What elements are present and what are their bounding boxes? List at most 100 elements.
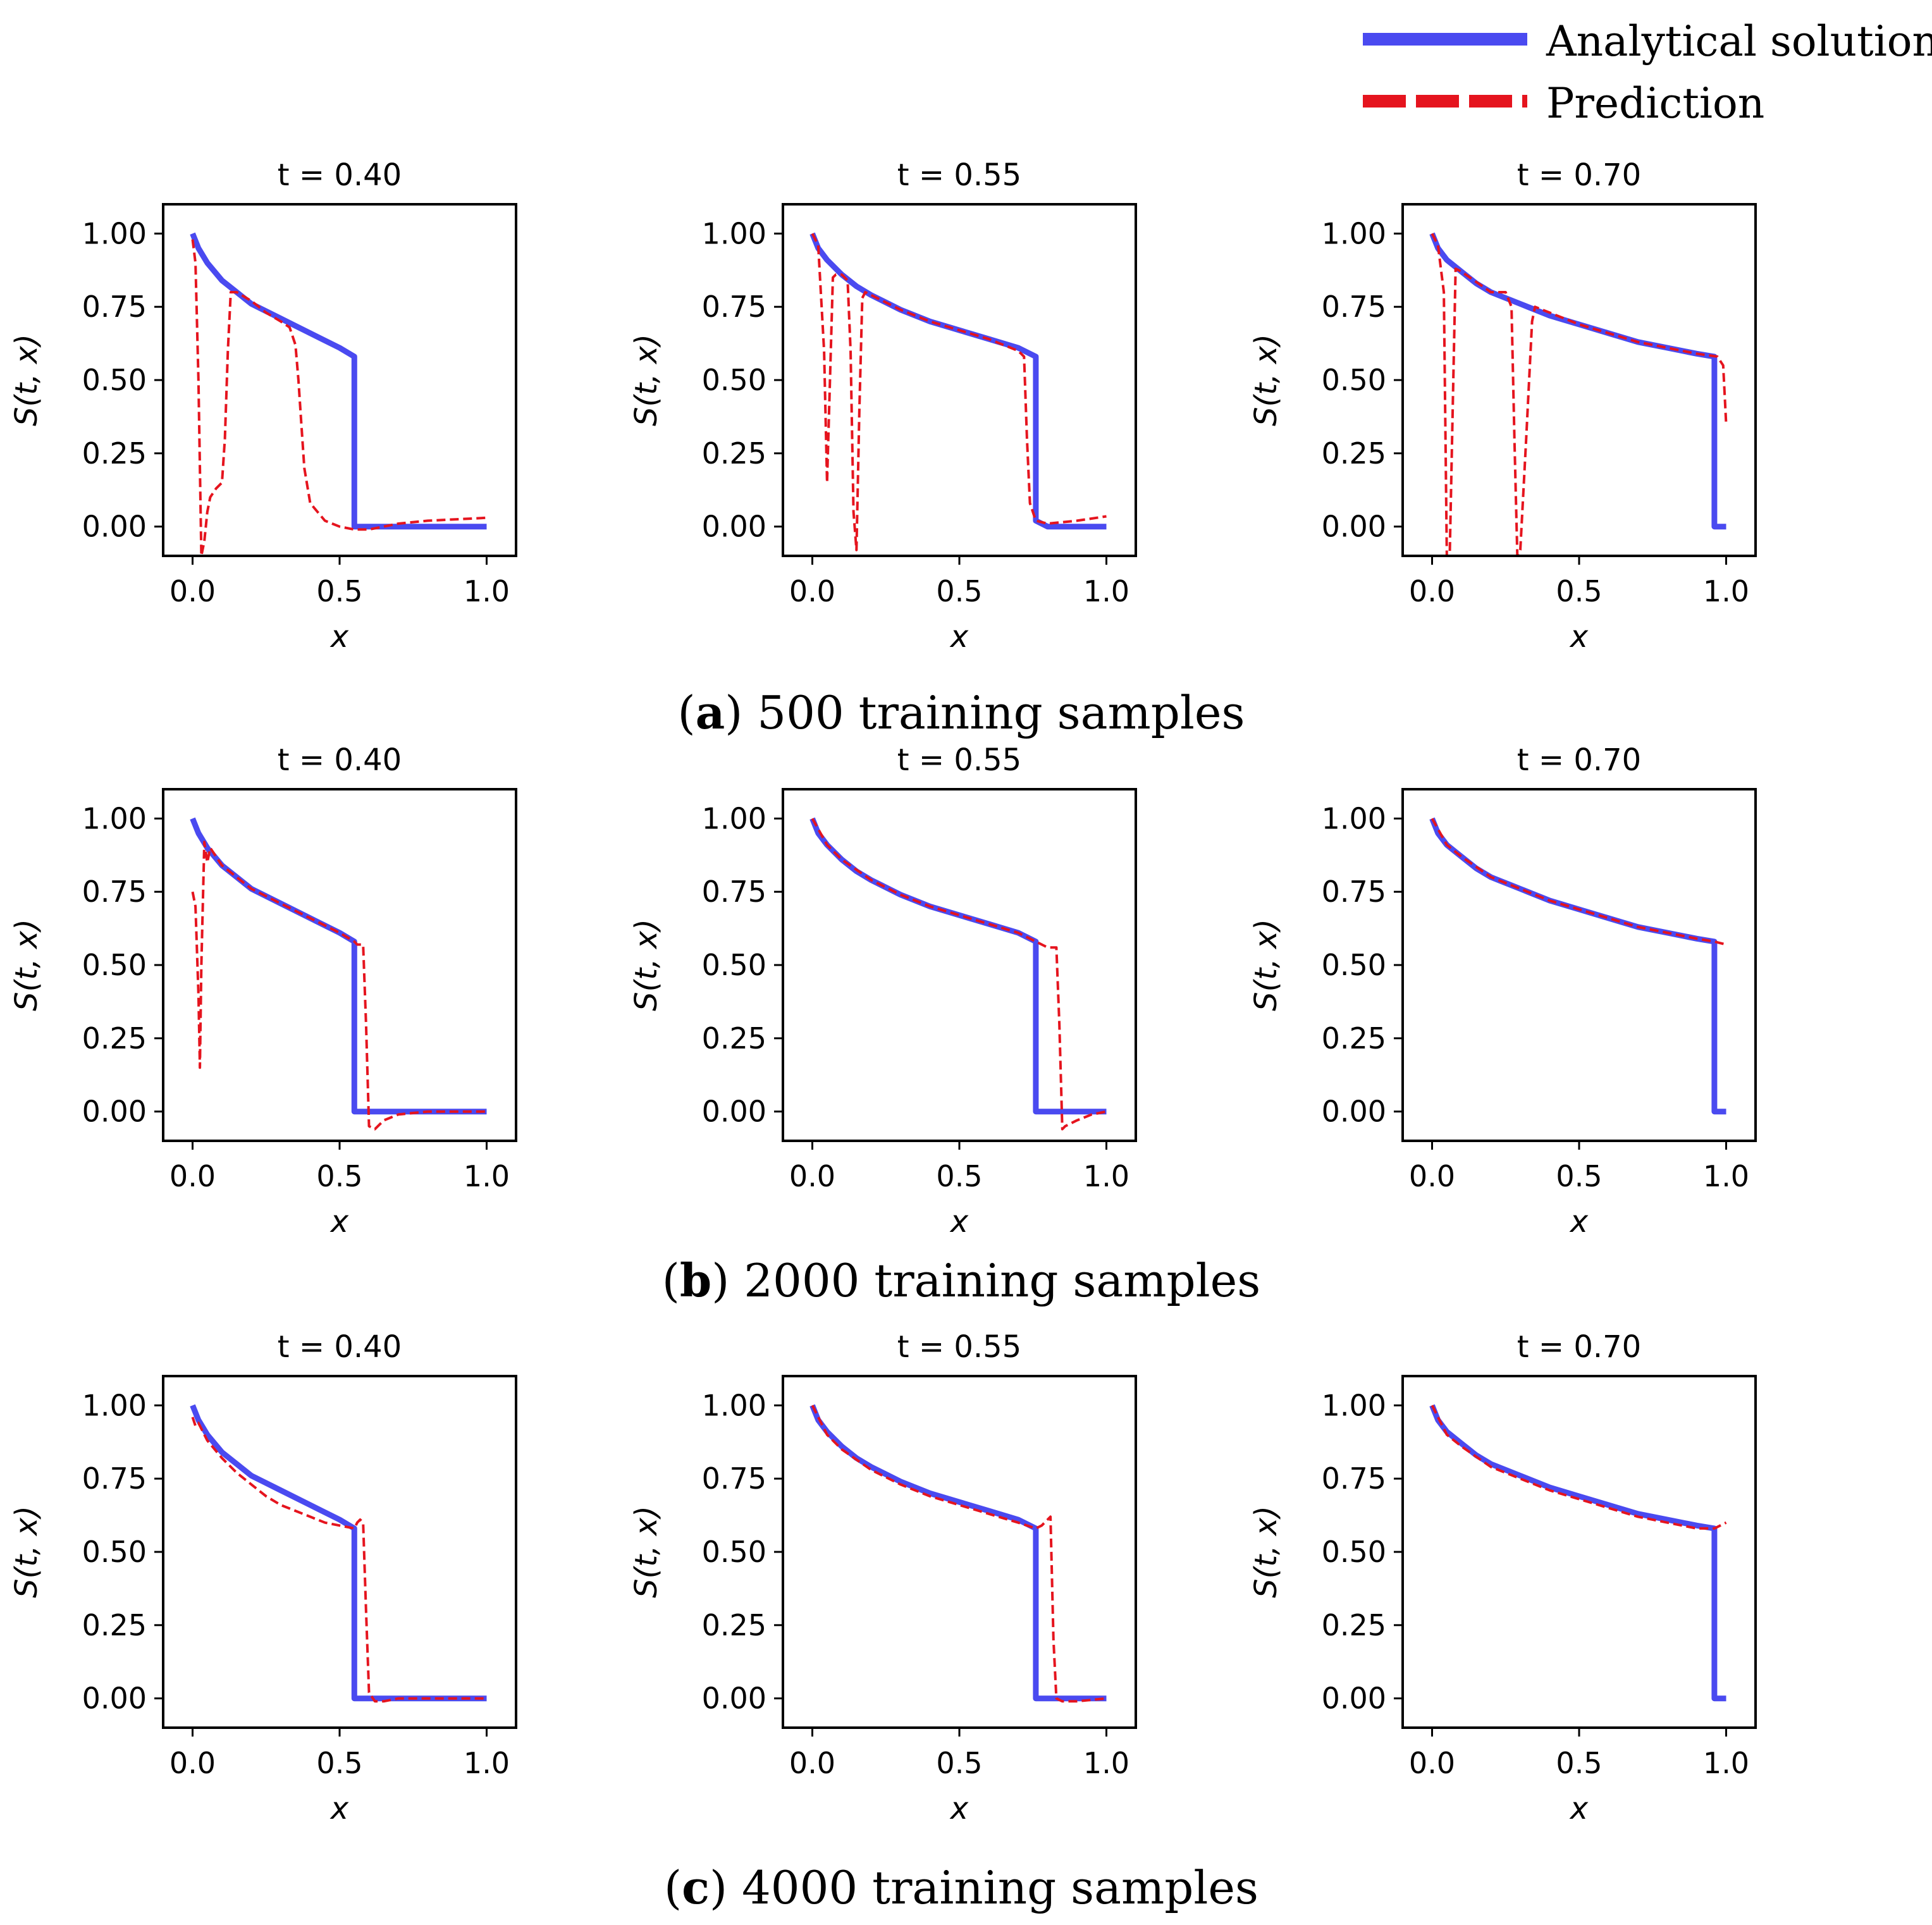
x-tick-label: 1.0 [1703,1159,1749,1193]
x-tick-label: 1.0 [1703,1746,1749,1780]
panel-r1-c2: t = 0.70 0.0 0.5 1.0 0.00 0.25 0.50 0.75 1.00 x S(… [1248,742,1757,1239]
analytical-line [809,1404,1107,1702]
x-tick-label: 1.0 [464,1159,510,1193]
panel-r0-c2: t = 0.70 0.0 0.5 1.0 0.00 0.25 0.50 0.75 1.00 x S(… [1248,157,1757,655]
x-tick-label: 0.5 [936,574,982,608]
x-tick-label: 0.5 [936,1746,982,1780]
plot-frame [782,203,1137,557]
panel-r1-c0: t = 0.40 0.0 0.5 1.0 0.00 0.25 0.50 0.75 1.00 x S(… [9,742,517,1239]
y-tick-label: 1.00 [1322,1388,1386,1422]
panel-r0-c1: t = 0.55 0.0 0.5 1.0 0.00 0.25 0.50 0.75 1.00 x S(… [629,157,1137,655]
x-axis-label: x [329,619,349,655]
y-tick-label: 1.00 [82,216,147,250]
analytical-line [190,817,487,1115]
x-tick-label: 0.5 [1556,1746,1602,1780]
y-tick-label: 1.00 [1322,216,1386,250]
y-tick-label: 0.25 [82,1021,147,1055]
y-axis-label: S(t, x) [9,334,44,426]
y-axis-label: S(t, x) [1248,334,1284,426]
x-tick-label: 0.0 [1409,574,1455,608]
plot-frame [1401,1375,1757,1729]
caption-c-text: 4000 training samples [742,1861,1258,1914]
plot-frame [782,1375,1137,1729]
y-tick-label: 0.25 [82,1608,147,1642]
x-axis-label: x [329,1204,349,1239]
y-tick-label: 0.50 [702,363,766,397]
x-tick-label: 1.0 [1703,574,1749,608]
y-tick-label: 1.00 [702,801,766,835]
plot-frame [162,788,517,1142]
y-tick-label: 0.25 [1322,436,1386,470]
y-tick-label: 1.00 [1322,801,1386,835]
panel-r2-c1: t = 0.55 0.0 0.5 1.0 0.00 0.25 0.50 0.75 1.00 x S(… [629,1329,1137,1826]
prediction-line [191,1417,487,1703]
analytical-line [1429,1404,1726,1702]
panel-title: t = 0.70 [1517,742,1641,778]
y-axis-label: S(t, x) [629,919,664,1011]
analytical-line [809,817,1107,1115]
plot-frame [162,203,517,557]
x-axis-label: x [949,1791,969,1826]
panel-r1-c1: t = 0.55 0.0 0.5 1.0 0.00 0.25 0.50 0.75 1.00 x S(… [629,742,1137,1239]
y-axis-label: S(t, x) [1248,919,1284,1011]
prediction-line [811,1405,1107,1703]
x-tick-label: 1.0 [1083,574,1129,608]
caption-c-letter: c [682,1860,710,1914]
caption-a-letter: a [696,686,725,739]
x-tick-label: 0.5 [1556,1159,1602,1193]
x-tick-label: 1.0 [1083,1746,1129,1780]
y-tick-label: 0.25 [702,436,766,470]
y-tick-label: 1.00 [702,1388,766,1422]
prediction-line [191,840,487,1131]
y-tick-label: 0.50 [82,1535,147,1569]
prediction-line [811,233,1107,551]
y-tick-label: 0.75 [702,290,766,324]
analytical-line [1429,232,1726,530]
x-axis-label: x [949,619,969,655]
y-tick-label: 0.50 [1322,1535,1386,1569]
y-tick-label: 1.00 [82,801,147,835]
x-tick-label: 1.0 [464,1746,510,1780]
panel-title: t = 0.70 [1517,157,1641,193]
x-tick-label: 0.0 [789,574,835,608]
panel-title: t = 0.40 [278,1329,402,1365]
y-tick-label: 0.00 [1322,1095,1386,1129]
y-tick-label: 1.00 [702,216,766,250]
x-tick-label: 0.0 [789,1159,835,1193]
x-tick-label: 0.0 [169,1746,216,1780]
y-axis-label: S(t, x) [9,1506,44,1598]
analytical-line [190,1404,487,1702]
y-tick-label: 0.25 [702,1608,766,1642]
x-axis-label: x [329,1791,349,1826]
x-tick-label: 0.5 [936,1159,982,1193]
y-tick-label: 0.75 [82,290,147,324]
panel-title: t = 0.55 [897,1329,1021,1365]
x-tick-label: 0.5 [316,574,362,608]
x-tick-label: 1.0 [464,574,510,608]
y-tick-label: 0.75 [702,875,766,909]
y-tick-label: 0.75 [1322,1461,1386,1496]
x-axis-label: x [1569,619,1589,655]
y-tick-label: 0.75 [82,875,147,909]
y-tick-label: 0.00 [702,1682,766,1716]
caption-c: (c) 4000 training samples [664,1860,1258,1914]
plot-frame [162,1375,517,1729]
legend-analytical-label: Analytical solution [1546,17,1932,66]
y-tick-label: 0.75 [82,1461,147,1496]
x-tick-label: 0.5 [316,1746,362,1780]
plot-frame [1401,203,1757,557]
y-tick-label: 0.75 [702,1461,766,1496]
x-axis-label: x [949,1204,969,1239]
panel-r2-c0: t = 0.40 0.0 0.5 1.0 0.00 0.25 0.50 0.75 1.00 x S(… [9,1329,517,1826]
x-tick-label: 0.0 [789,1746,835,1780]
prediction-line [811,818,1107,1131]
y-tick-label: 0.75 [1322,875,1386,909]
y-tick-label: 0.25 [702,1021,766,1055]
analytical-line [809,232,1107,530]
y-axis-label: S(t, x) [629,334,664,426]
y-tick-label: 0.75 [1322,290,1386,324]
x-axis-label: x [1569,1791,1589,1826]
caption-b-letter: b [680,1253,711,1307]
panel-r0-c0: t = 0.40 0.0 0.5 1.0 0.00 0.25 0.50 0.75 1.00 x S(… [9,157,517,655]
